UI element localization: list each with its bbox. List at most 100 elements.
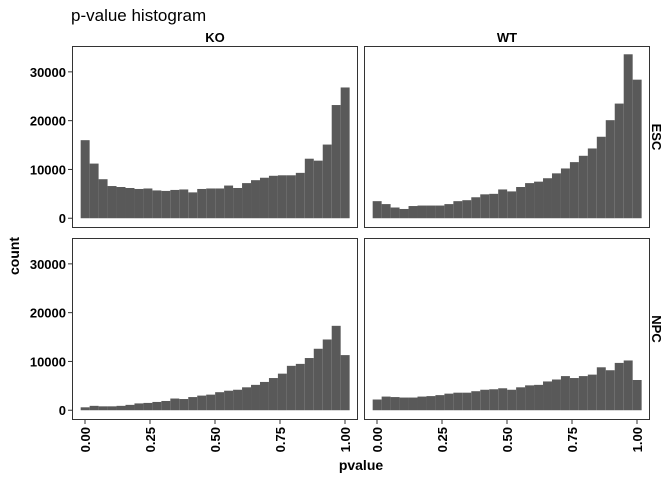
facet-panels bbox=[72, 46, 650, 420]
histogram-bar bbox=[322, 144, 332, 219]
histogram-bar bbox=[408, 397, 418, 411]
histogram-bar bbox=[125, 404, 135, 411]
histogram-bar bbox=[286, 175, 296, 219]
histogram-bar bbox=[543, 178, 552, 219]
histogram-bar bbox=[551, 379, 561, 411]
histogram-bar bbox=[534, 181, 544, 219]
histogram-bar bbox=[179, 399, 189, 411]
histogram-bar bbox=[116, 405, 126, 411]
histogram-bar bbox=[632, 79, 642, 219]
histogram-bar bbox=[489, 389, 499, 411]
histogram-bar bbox=[322, 339, 332, 411]
histogram-bar bbox=[587, 148, 597, 219]
histogram-bar bbox=[251, 180, 260, 219]
histogram-bar bbox=[417, 205, 427, 219]
histogram-bar bbox=[206, 188, 216, 219]
histogram-bar bbox=[578, 376, 588, 411]
histogram-bar bbox=[614, 103, 624, 219]
x-tick-label: 0.25 bbox=[143, 427, 158, 452]
panel-border bbox=[364, 46, 650, 228]
histogram-bar bbox=[188, 397, 198, 411]
histogram-bar bbox=[632, 379, 642, 411]
histogram-bar bbox=[134, 188, 144, 219]
histogram-bar bbox=[426, 396, 436, 411]
row-strip-npc: NPC bbox=[649, 315, 664, 343]
histogram-bar bbox=[242, 183, 252, 219]
histogram-bar bbox=[268, 175, 278, 219]
histogram-bar bbox=[224, 185, 234, 219]
histogram-bar bbox=[462, 392, 472, 411]
histogram-bar bbox=[277, 373, 287, 411]
histogram-bar bbox=[215, 392, 225, 411]
histogram-bar bbox=[435, 395, 445, 411]
histogram-bar bbox=[498, 189, 508, 219]
histogram-bar bbox=[623, 360, 633, 411]
histogram-bar bbox=[435, 205, 445, 219]
histogram-bar bbox=[507, 191, 517, 219]
histogram-bar bbox=[259, 381, 269, 411]
histogram-bar bbox=[313, 348, 323, 411]
histogram-bar bbox=[372, 399, 382, 411]
histogram-bar bbox=[304, 158, 314, 219]
y-tick-label: 10000 bbox=[30, 162, 66, 177]
histogram-bar bbox=[399, 208, 409, 219]
histogram-bar bbox=[498, 388, 508, 411]
x-tick-label: 0.00 bbox=[78, 427, 93, 452]
histogram-bar bbox=[286, 365, 296, 411]
histogram-bar bbox=[390, 207, 400, 219]
histogram-bar bbox=[471, 391, 481, 411]
row-strip-labels: ESC NPC bbox=[649, 124, 664, 344]
histogram-bar bbox=[426, 205, 436, 219]
histogram-bar bbox=[623, 54, 633, 219]
histogram-bar bbox=[80, 140, 90, 219]
histogram-bar bbox=[331, 105, 341, 219]
histogram-bar bbox=[161, 400, 171, 411]
histogram-bar bbox=[233, 187, 243, 219]
histogram-bar bbox=[125, 187, 135, 219]
panel-ko-npc bbox=[72, 238, 358, 420]
y-tick-label: 10000 bbox=[30, 354, 66, 369]
histogram-bar bbox=[444, 393, 454, 411]
histogram-bar bbox=[390, 397, 400, 411]
x-tick-label: 0.50 bbox=[208, 427, 223, 452]
histogram-bar bbox=[277, 175, 287, 219]
y-tick-label: 0 bbox=[59, 403, 66, 418]
histogram-bar bbox=[489, 193, 499, 219]
histogram-bar bbox=[161, 190, 171, 219]
histogram-bar bbox=[462, 200, 472, 219]
histogram-bar bbox=[605, 370, 615, 411]
y-tick-label: 20000 bbox=[30, 306, 66, 321]
histogram-bar bbox=[569, 162, 579, 219]
histogram-bar bbox=[206, 394, 216, 411]
histogram-bar bbox=[242, 387, 252, 411]
histogram-bar bbox=[295, 172, 305, 219]
histogram-bar bbox=[188, 192, 198, 219]
x-tick-label: 1.00 bbox=[630, 427, 645, 452]
histogram-bar bbox=[215, 188, 225, 219]
histogram-bar bbox=[372, 201, 382, 219]
histogram-bar bbox=[596, 136, 606, 219]
histogram-bar bbox=[605, 120, 615, 219]
panel-wt-esc bbox=[364, 46, 650, 228]
histogram-bar bbox=[179, 189, 189, 219]
histogram-bar bbox=[534, 384, 544, 411]
panel-border bbox=[364, 238, 650, 420]
histogram-bar bbox=[80, 407, 90, 411]
histogram-bar bbox=[516, 187, 526, 219]
x-tick-label: 0.75 bbox=[273, 427, 288, 452]
x-tick-label: 0.50 bbox=[500, 427, 515, 452]
histogram-bar bbox=[516, 387, 526, 411]
histogram-bar bbox=[543, 381, 552, 411]
row-strip-esc: ESC bbox=[649, 124, 664, 151]
histogram-bar bbox=[116, 187, 126, 219]
histogram-bar bbox=[331, 325, 341, 411]
histogram-bar bbox=[381, 204, 391, 219]
histogram-bar bbox=[340, 87, 350, 219]
histogram-bar bbox=[417, 396, 427, 411]
histogram-bar bbox=[453, 392, 463, 411]
histogram-bar bbox=[134, 403, 144, 411]
histogram-bar bbox=[578, 155, 588, 219]
column-strip-wt: WT bbox=[497, 30, 517, 45]
histogram-bar bbox=[587, 374, 597, 411]
